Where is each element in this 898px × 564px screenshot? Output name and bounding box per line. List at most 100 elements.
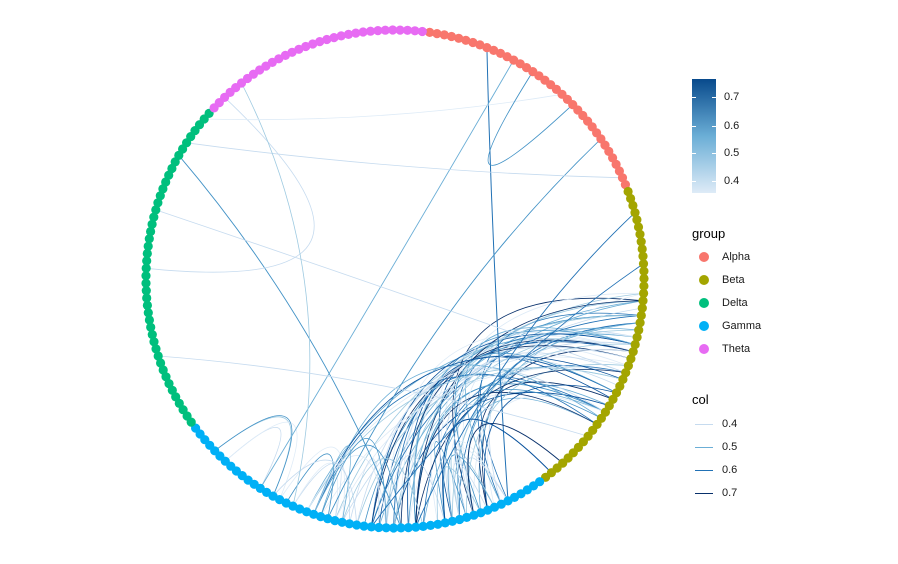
node-delta: [142, 256, 152, 266]
legend-key-delta: [699, 298, 709, 308]
edge: [306, 333, 638, 512]
node-theta: [388, 25, 398, 35]
edge: [292, 462, 351, 524]
edge: [393, 293, 644, 529]
node-delta: [144, 234, 154, 244]
node-gamma: [309, 509, 319, 519]
edge: [313, 355, 624, 515]
edge: [486, 47, 509, 501]
node-delta: [141, 271, 151, 281]
edge: [478, 322, 641, 513]
node-theta: [380, 25, 390, 35]
edge: [447, 454, 495, 522]
edge: [452, 461, 489, 520]
node-delta: [156, 358, 166, 368]
legend-key-line: [695, 424, 713, 425]
node-gamma: [440, 518, 450, 528]
node-gamma: [366, 522, 376, 532]
node-theta: [315, 37, 325, 47]
node-theta: [301, 41, 311, 52]
edge: [465, 326, 636, 505]
col-legend-label: 0.5: [722, 441, 738, 453]
node-alpha: [475, 40, 485, 50]
node-layer: [141, 25, 649, 533]
col-legend-label: 0.6: [722, 464, 738, 476]
node-alpha: [446, 31, 457, 42]
node-theta: [365, 26, 376, 36]
edge: [487, 71, 574, 166]
edge: [415, 212, 636, 528]
node-delta: [149, 212, 159, 222]
edge: [422, 322, 641, 527]
node-alpha: [468, 37, 478, 48]
edge: [349, 458, 380, 528]
edge: [378, 300, 644, 528]
edge: [393, 373, 598, 529]
edge: [327, 138, 602, 519]
node-theta: [373, 26, 383, 36]
node-gamma: [469, 510, 479, 520]
edge: [313, 445, 352, 523]
edge: [408, 327, 639, 528]
edge: [456, 441, 509, 518]
node-delta: [158, 365, 168, 375]
node-beta: [634, 325, 644, 335]
legend-label-theta: Theta: [722, 343, 751, 355]
edge: [313, 466, 342, 521]
node-beta: [626, 354, 636, 364]
edge: [155, 209, 626, 373]
edge-layer: [146, 47, 644, 529]
node-beta: [635, 318, 645, 328]
legend-key-line: [695, 447, 713, 448]
node-delta: [153, 351, 163, 361]
edge: [400, 339, 634, 528]
node-beta: [639, 281, 649, 291]
edge: [415, 391, 598, 528]
node-gamma: [323, 514, 333, 524]
node-gamma: [330, 516, 340, 526]
node-beta: [626, 193, 636, 204]
node-delta: [141, 278, 151, 288]
node-gamma: [462, 512, 472, 523]
node-beta: [639, 266, 649, 276]
colorbar-tick-mark: [712, 153, 716, 154]
node-beta: [639, 288, 649, 298]
legend-label-beta: Beta: [722, 274, 745, 286]
node-beta: [623, 186, 633, 197]
node-alpha: [425, 27, 435, 37]
node-gamma: [381, 523, 391, 533]
edge: [272, 459, 358, 526]
edge: [313, 444, 402, 528]
edge: [214, 415, 293, 497]
node-beta: [636, 310, 646, 321]
node-beta: [630, 208, 640, 218]
node-theta: [395, 25, 405, 35]
node-delta: [146, 226, 156, 237]
node-delta: [141, 286, 151, 296]
node-gamma: [396, 523, 406, 533]
col-legend-title: col: [692, 392, 709, 407]
legend-label-alpha: Alpha: [722, 251, 751, 263]
node-delta: [151, 205, 161, 215]
node-gamma: [418, 521, 428, 532]
colorbar-tick-mark: [692, 181, 696, 182]
edge: [178, 155, 402, 529]
node-theta: [308, 39, 318, 49]
colorbar-tick-mark: [712, 181, 716, 182]
node-beta: [632, 332, 642, 342]
node-gamma: [344, 519, 354, 529]
edge: [478, 381, 614, 511]
edge: [341, 307, 643, 523]
node-delta: [147, 219, 157, 229]
node-gamma: [411, 522, 421, 532]
colorbar-tick-label: 0.5: [724, 147, 740, 159]
node-gamma: [483, 505, 493, 515]
edge: [385, 454, 446, 528]
node-beta: [635, 229, 645, 239]
node-theta: [402, 25, 413, 35]
node-beta: [628, 347, 638, 357]
edge: [225, 421, 298, 500]
col-legend-label: 0.7: [722, 487, 738, 499]
legend-key-line: [695, 470, 713, 471]
